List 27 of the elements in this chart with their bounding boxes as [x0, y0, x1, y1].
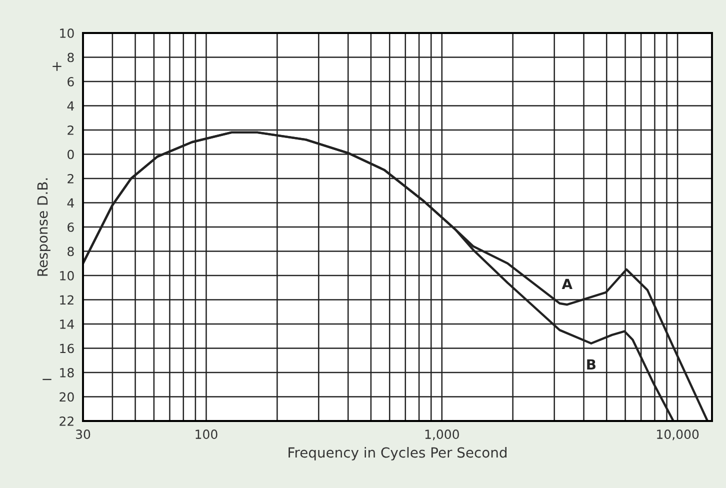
series-label: B — [587, 359, 596, 370]
text: − — [42, 378, 52, 380]
y-tick-label: 4 — [67, 198, 74, 208]
y-tick-label: 14 — [60, 320, 74, 329]
y-tick-label: 10 — [60, 28, 74, 38]
x-tick-label: 1,000 — [425, 430, 459, 440]
y-tick-label: 6 — [68, 222, 74, 232]
y-tick-label: 18 — [60, 368, 74, 378]
x-tick-label: 10,000 — [657, 430, 699, 440]
y-tick-label: 16 — [60, 344, 74, 354]
text: + — [52, 62, 62, 71]
x-tick-label: 100 — [196, 430, 218, 440]
y-tick-label: 8 — [68, 246, 74, 256]
y-tick-label: 22 — [60, 416, 74, 426]
x-tick-label: 30 — [76, 430, 90, 440]
y-tick-label: 0 — [68, 150, 74, 160]
y-tick-label: 2 — [68, 174, 74, 184]
y-tick-label: 12 — [60, 295, 74, 304]
y-tick-label: 10 — [60, 270, 74, 280]
y-tick-label: 8 — [68, 52, 74, 62]
y-tick-label: 4 — [67, 101, 74, 110]
y-tick-label: 20 — [60, 392, 74, 402]
y-tick-label: 6 — [68, 76, 74, 86]
y-tick-label: 2 — [68, 125, 74, 135]
y-axis-title: Response D.B. — [37, 178, 50, 276]
x-axis-title: Frequency in Cycles Per Second — [288, 446, 506, 460]
series-label: A — [562, 278, 572, 289]
